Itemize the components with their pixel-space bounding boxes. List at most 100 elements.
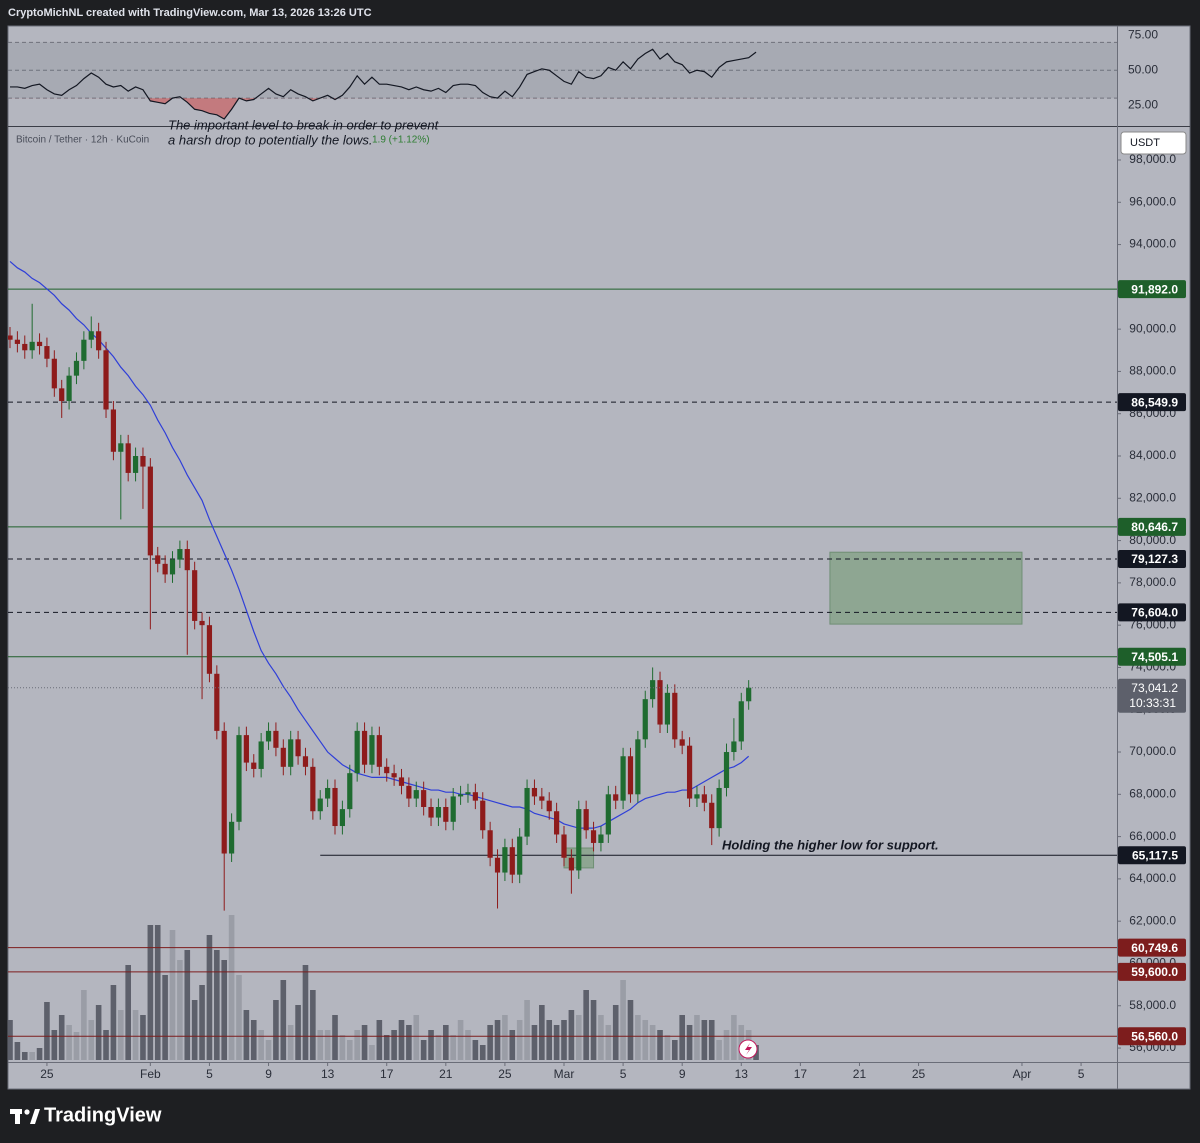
volume-bar <box>420 1040 427 1060</box>
candle-body <box>81 339 87 361</box>
x-tick-label: 9 <box>265 1067 272 1081</box>
volume-bar <box>620 980 626 1060</box>
candle-body <box>509 847 515 875</box>
candle-body <box>221 730 227 854</box>
volume-bar <box>635 1015 641 1060</box>
x-tick-label: Feb <box>140 1067 161 1081</box>
volume-bar <box>346 1040 353 1060</box>
y-tick-label: 82,000.0 <box>1129 490 1176 504</box>
volume-bar <box>627 1000 634 1060</box>
volume-bar <box>310 990 316 1060</box>
price-level-tag <box>1118 1027 1186 1046</box>
candle-body <box>258 741 264 769</box>
y-tick-label: 62,000.0 <box>1129 913 1176 927</box>
y-tick-label: 96,000.0 <box>1129 194 1176 208</box>
price-level-tag <box>1118 550 1186 569</box>
rsi-pane <box>8 41 1117 120</box>
candle-body <box>376 735 382 767</box>
price-level-label: 91,892.0 <box>1131 282 1178 296</box>
annotation: Holding the higher low for support. <box>722 837 939 852</box>
volume-bar <box>487 1025 493 1060</box>
candle-body <box>701 794 707 803</box>
volume-bar <box>391 1030 397 1060</box>
volume-bar <box>154 925 161 1060</box>
x-tick-label: 17 <box>794 1067 808 1081</box>
header-credit: CryptoMichNL created with TradingView.co… <box>8 7 372 19</box>
candle-body <box>229 821 235 854</box>
price-level-label: 80,646.7 <box>1131 520 1178 534</box>
price-pane <box>8 261 1117 1060</box>
volume-bar <box>265 1040 272 1060</box>
volume-bar <box>199 985 205 1060</box>
candle-body <box>487 830 493 858</box>
volume-bar <box>553 1025 560 1060</box>
volume-bar <box>258 1030 264 1060</box>
candle-body <box>177 549 183 560</box>
candle-body <box>206 625 213 674</box>
x-tick-label: 5 <box>206 1067 213 1081</box>
candle-body <box>73 360 80 376</box>
y-tick-label: 66,000.0 <box>1129 829 1176 843</box>
candle-body <box>88 331 94 340</box>
candle-body <box>716 787 722 829</box>
volume-bar <box>243 1010 250 1060</box>
volume-bar <box>657 1030 663 1060</box>
candle-body <box>664 692 671 725</box>
volume-bar <box>516 1020 523 1060</box>
volume-bar <box>561 1020 567 1060</box>
candle-body <box>251 762 257 769</box>
x-tick-label: 5 <box>1078 1067 1085 1081</box>
volume-bar <box>413 1015 420 1060</box>
candle-body <box>384 766 390 774</box>
candle-body <box>650 680 656 700</box>
y-tick-label: 90,000.0 <box>1129 321 1176 335</box>
candle-body <box>524 787 530 837</box>
volume-bar <box>686 1025 693 1060</box>
rsi-tick-label: 25.00 <box>1128 97 1158 111</box>
candle-body <box>502 847 508 873</box>
x-tick-label: 25 <box>40 1067 54 1081</box>
volume-bar <box>694 1015 700 1060</box>
price-level-label: 59,600.0 <box>1131 965 1178 979</box>
price-level-tag <box>1118 517 1186 536</box>
candle-body <box>583 809 589 831</box>
candle-body <box>620 756 626 801</box>
candle-body <box>398 777 405 786</box>
candle-body <box>406 785 412 799</box>
candle-body <box>657 680 663 725</box>
volume-bar <box>118 1010 124 1060</box>
candle-body <box>605 794 611 835</box>
candle-body <box>627 756 634 795</box>
candle-body <box>561 834 567 858</box>
volume-bar <box>509 1030 516 1060</box>
candle-body <box>288 739 294 767</box>
volume-bar <box>679 1015 685 1060</box>
volume-bar <box>221 960 228 1060</box>
brand: TradingView <box>44 1104 162 1126</box>
x-tick-label: 25 <box>498 1067 512 1081</box>
candle-body <box>642 699 648 740</box>
currency-box[interactable] <box>1120 131 1187 155</box>
volume-bar <box>716 1040 722 1060</box>
candle-body <box>465 792 471 795</box>
x-tick-label: 13 <box>735 1067 749 1081</box>
volume-bar <box>103 1030 109 1060</box>
volume-bar <box>287 1025 294 1060</box>
volume-bar <box>21 1052 28 1060</box>
volume-bar <box>583 990 589 1060</box>
volume-bar <box>95 1005 102 1060</box>
candle-body <box>44 346 50 359</box>
candle-body <box>66 375 72 402</box>
candle-body <box>598 834 604 843</box>
candle-body <box>709 802 715 829</box>
price-level-tag <box>1118 280 1186 299</box>
volume-bar <box>450 1035 456 1060</box>
volume-bar <box>302 965 309 1060</box>
candle-body <box>686 745 693 799</box>
volume-bar <box>369 1045 375 1060</box>
volume-bar <box>66 1025 72 1060</box>
volume-bar <box>177 960 183 1060</box>
candle-body <box>546 800 552 812</box>
volume-bar <box>649 1025 656 1060</box>
